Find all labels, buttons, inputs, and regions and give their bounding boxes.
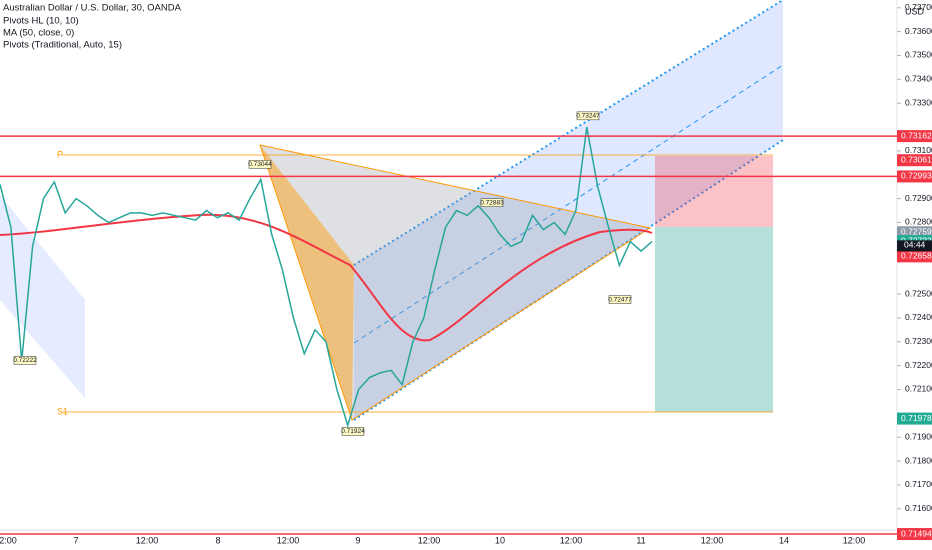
x-tick-label: 2:00: [0, 535, 17, 545]
price-tag: [897, 170, 932, 183]
price-line: [0, 126, 653, 428]
price-tag-label: 0.72722: [901, 235, 932, 245]
price-tag: [897, 130, 932, 143]
point-label-bg: [248, 160, 272, 169]
y-tick-label: 0.71600: [905, 503, 932, 513]
pivot-label: P: [57, 149, 63, 159]
price-tag: [897, 154, 932, 167]
price-tag: [897, 528, 932, 541]
pivot-label: S1: [57, 406, 68, 416]
x-tick-label: 12:00: [843, 535, 866, 545]
countdown-bg: [897, 240, 932, 252]
indicator: MA (50, close, 0): [3, 28, 74, 39]
currency: USD: [905, 6, 925, 16]
indicator: Pivots (Traditional, Auto, 15): [3, 40, 122, 51]
left-channel: [0, 195, 85, 398]
point-label: 0.71924: [341, 428, 365, 435]
x-tick-label: 14: [779, 535, 789, 545]
moving-average: [0, 213, 653, 342]
point-label-bg: [576, 111, 600, 121]
point-label-bg: [341, 427, 365, 436]
point-label: 0.72883: [480, 199, 504, 206]
x-tick-label: 10: [495, 535, 505, 545]
x-tick-label: 12:00: [277, 535, 300, 545]
x-tick-label: 11: [636, 535, 645, 545]
x-tick-label: 8: [215, 535, 220, 545]
x-tick-label: 9: [355, 535, 360, 545]
point-label: 0.72477: [608, 296, 632, 303]
price-tag-label: 0.71978: [901, 413, 932, 423]
indicator: Pivots HL (10, 10): [3, 16, 79, 27]
price-tag: [897, 250, 932, 263]
triangle-edge: [259, 144, 652, 421]
point-label-bg: [480, 198, 504, 207]
price-tag-label: 0.72993: [901, 171, 932, 181]
point-label: 0.73044: [248, 161, 272, 168]
countdown: 04:44: [904, 240, 926, 250]
price-tag-label: 0.72759: [901, 227, 932, 237]
x-tick-label: 12:00: [136, 535, 159, 545]
x-tick-label: 12:00: [418, 535, 441, 545]
channel-mid: [353, 64, 784, 344]
price-tag: [897, 412, 932, 425]
price-tag-label: 0.73162: [901, 130, 932, 140]
point-label: 0.72222: [13, 357, 37, 364]
target-zone: [655, 227, 773, 412]
x-tick-label: 7: [73, 535, 78, 545]
x-tick-label: 12:00: [701, 535, 724, 545]
channel-top: [353, 0, 784, 266]
stop-zone: [655, 156, 773, 227]
channel-fill: [354, 0, 783, 420]
point-label-bg: [608, 295, 632, 304]
price-tag-label: 0.73061: [901, 154, 932, 164]
triangle: [260, 145, 650, 420]
price-tag-label: 0.72658: [901, 251, 932, 261]
point-label: 0.73247: [576, 113, 600, 120]
x-tick-label: 12:00: [560, 535, 583, 545]
price-tag-label: 0.71494: [901, 528, 932, 538]
symbol-title: Australian Dollar / U.S. Dollar, 30, OAN…: [3, 3, 182, 14]
point-label-bg: [13, 356, 37, 365]
